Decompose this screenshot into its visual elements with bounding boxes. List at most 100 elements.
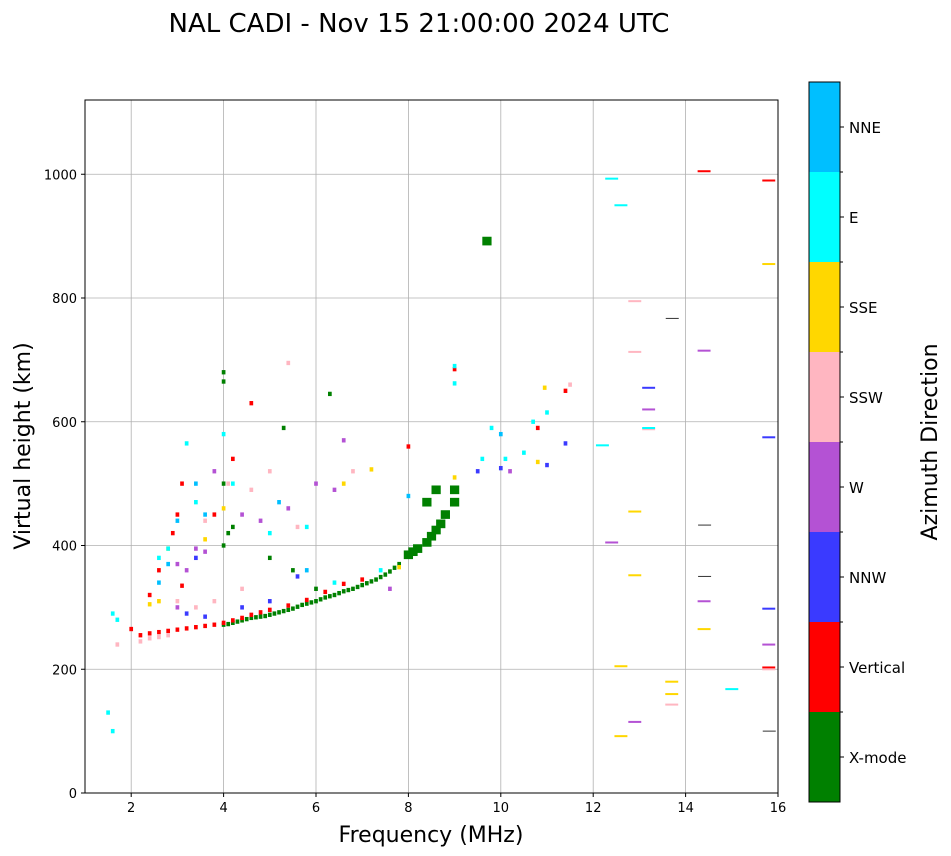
data-point-ssw (166, 633, 171, 638)
data-point-x-mode (230, 620, 235, 626)
data-point-x-mode (369, 579, 374, 584)
data-point-e (452, 381, 457, 386)
data-point-e (230, 481, 235, 486)
data-point-vertical (175, 627, 180, 632)
data-point-x-mode (226, 530, 231, 536)
data-point-x-mode (291, 606, 295, 611)
data-point-ssw (194, 605, 198, 610)
data-point-nne (277, 500, 281, 505)
x-tick-label: 8 (404, 801, 412, 816)
data-point-sse (665, 693, 679, 696)
data-point-x-mode (440, 510, 450, 519)
data-point-x-mode (388, 569, 392, 574)
data-point-ssw (115, 642, 120, 647)
data-point-vertical (267, 607, 272, 613)
x-tick-label: 12 (585, 801, 602, 816)
data-point-e (531, 419, 535, 424)
colorbar-tick-label: Vertical (849, 659, 905, 677)
data-point-vertical (129, 626, 134, 632)
y-tick-label: 200 (52, 663, 77, 678)
data-point-e (595, 444, 609, 447)
data-point-nne (406, 493, 411, 499)
data-point-vertical (180, 583, 184, 588)
data-point-ssw (203, 518, 207, 523)
data-point-x-mode (328, 391, 332, 397)
data-point-sse (614, 665, 628, 668)
y-axis: 0 200 400 600 800 1000 (44, 168, 85, 802)
data-point-x-mode (263, 613, 268, 619)
data-point-e (545, 410, 549, 415)
data-point-e (605, 177, 619, 180)
data-point-x-mode (249, 615, 254, 621)
data-point-x-mode (281, 608, 286, 614)
data-point-e (522, 450, 526, 455)
data-point-nnw (203, 614, 207, 619)
data-point-ssw (568, 382, 572, 387)
data-point-nnw (267, 599, 272, 604)
data-point-w (628, 720, 642, 723)
data-point-vertical (452, 366, 457, 372)
colorbar-tick-label: X-mode (849, 749, 906, 767)
data-point-x-mode (341, 589, 346, 594)
data-point-sse (221, 506, 226, 511)
chart-title: NAL CADI - Nov 15 21:00:00 2024 UTC (169, 9, 670, 39)
data-point-nnw (184, 611, 189, 616)
data-point-ssw (212, 599, 217, 604)
data-point-w (508, 469, 512, 474)
x-axis-label: Frequency (MHz) (339, 823, 524, 848)
data-point-x-mode (397, 561, 402, 567)
data-point-vertical (762, 179, 776, 182)
x-tick-label: 6 (312, 801, 320, 816)
data-point-x-mode (323, 595, 328, 600)
data-point-vertical (323, 589, 328, 595)
x-tick-label: 10 (493, 801, 510, 816)
data-point-x-mode (221, 481, 226, 486)
data-point-nne (203, 512, 207, 517)
data-point-vertical (406, 444, 411, 449)
data-point-ssw (240, 586, 244, 591)
data-point-ssw (267, 469, 272, 474)
data-point-x-mode (244, 616, 249, 622)
data-point-e (110, 728, 115, 734)
data-point-nne (498, 431, 503, 437)
data-point-sse (628, 574, 642, 577)
data-point-ssw (628, 350, 642, 353)
colorbar-band-e (809, 172, 840, 262)
data-point-x-mode (318, 597, 323, 602)
y-tick-label: 800 (52, 292, 77, 307)
data-point-x-mode (426, 531, 437, 541)
data-point-vertical (286, 603, 291, 608)
colorbar-frame (808, 81, 841, 803)
data-point-vertical (697, 170, 711, 173)
data-point-w (697, 349, 711, 352)
data-point-x-mode (364, 581, 369, 586)
data-point-nnw (563, 441, 568, 446)
data-point-x-mode (346, 587, 351, 593)
colorbar-band-sse (809, 262, 840, 352)
data-point-e (166, 546, 171, 551)
data-point-x-mode (314, 599, 318, 604)
data-point-x-mode (332, 592, 337, 598)
data-point-e (452, 363, 457, 369)
data-point-x-mode (392, 565, 397, 570)
data-point-ssw (642, 428, 656, 431)
data-point-vertical (147, 592, 152, 598)
data-point-w (212, 469, 217, 474)
data-point-w (240, 512, 244, 517)
data-point-unclassified (665, 317, 679, 319)
data-point-x-mode (226, 621, 231, 627)
data-point-vertical (212, 622, 217, 627)
data-point-ssw (226, 481, 231, 486)
data-point-x-mode (291, 568, 295, 573)
colorbar-tick-label: NNW (849, 569, 886, 587)
data-point-nnw (545, 462, 549, 468)
data-point-e (304, 524, 309, 530)
data-point-ssw (138, 639, 143, 644)
data-point-sse (157, 599, 161, 604)
data-point-sse (628, 510, 642, 513)
plot-frame (84, 99, 779, 794)
data-point-x-mode (304, 601, 309, 606)
data-point-x-mode (383, 572, 388, 577)
data-point-sse (369, 467, 374, 472)
data-point-ssw (295, 524, 300, 530)
